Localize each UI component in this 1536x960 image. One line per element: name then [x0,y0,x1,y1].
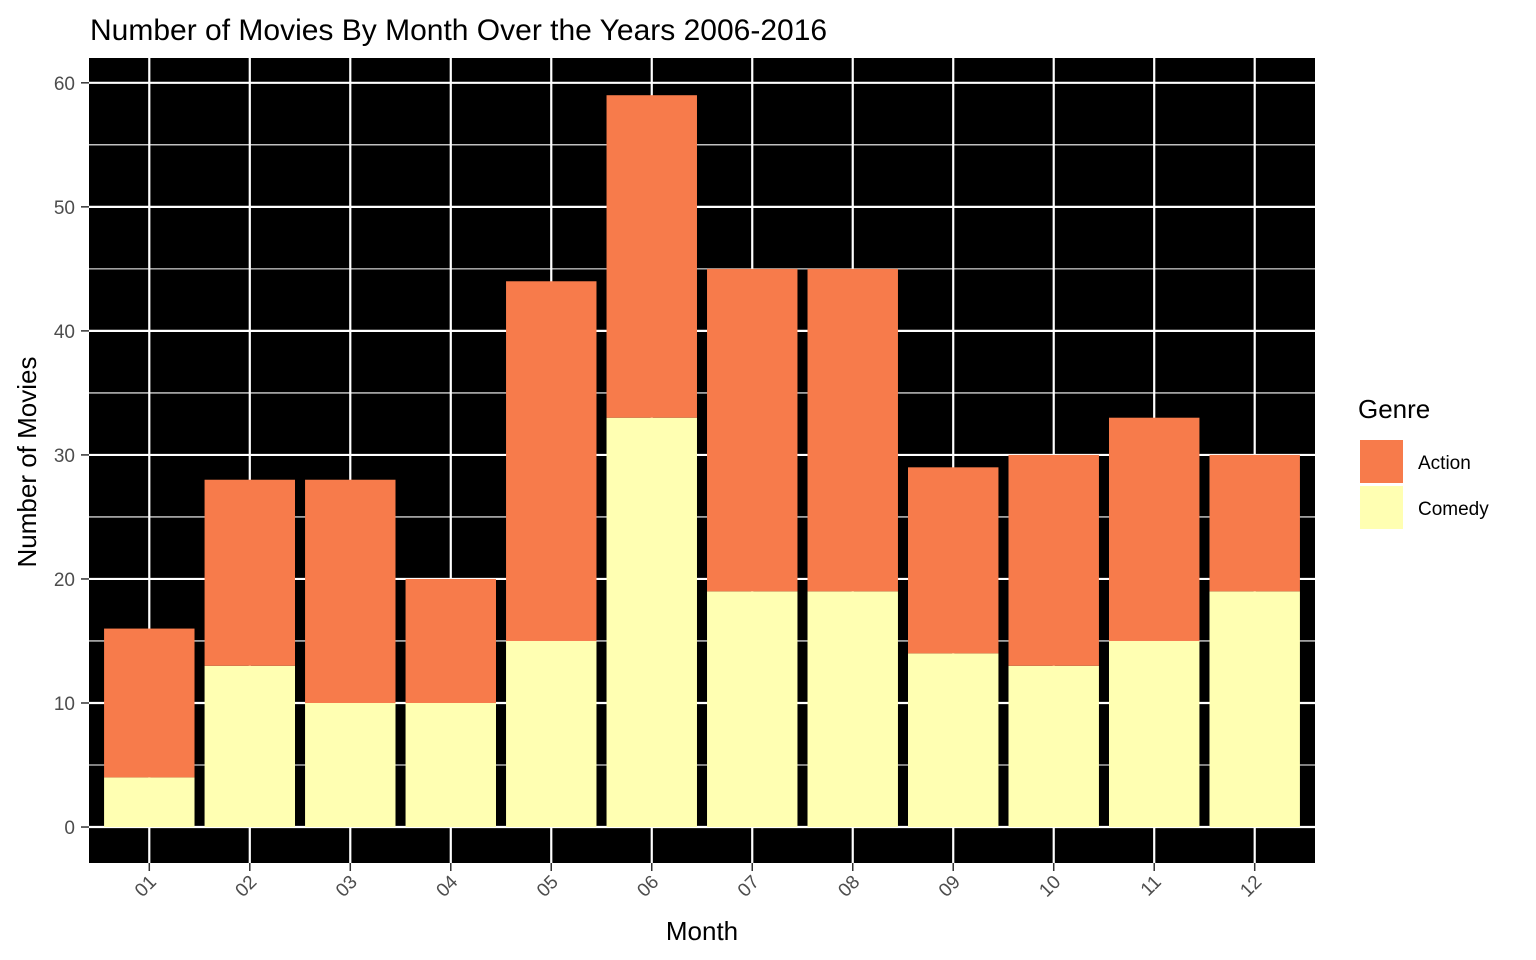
bar-action-08 [807,268,898,592]
y-tick-label: 40 [54,322,75,343]
y-tick-label: 10 [54,694,75,715]
x-tick-label: 06 [633,872,663,902]
y-tick-label: 0 [64,818,75,839]
legend-label-comedy: Comedy [1418,499,1489,520]
x-tick-label: 08 [834,872,864,902]
bar-action-02 [204,479,296,666]
bar-action-11 [1108,417,1200,641]
x-tick-label: 09 [935,872,965,902]
bar-comedy-02 [204,665,296,828]
bar-action-12 [1209,454,1300,592]
chart-title: Number of Movies By Month Over the Years… [90,14,827,47]
bar-action-01 [104,628,195,778]
bar-action-10 [1008,454,1099,666]
x-tick-label: 01 [131,872,161,902]
bar-comedy-09 [908,653,999,828]
legend: Genre Action Comedy [1358,394,1489,529]
legend-title: Genre [1358,394,1430,424]
x-tick-label: 05 [533,872,563,902]
x-axis: 01 02 03 04 05 06 07 08 09 10 11 12 [131,863,1266,901]
x-axis-title: Month [666,916,738,946]
bar-comedy-03 [305,702,396,828]
bar-comedy-11 [1108,640,1200,828]
bar-comedy-04 [405,702,496,828]
x-tick-label: 03 [332,872,362,902]
x-tick-label: 10 [1035,872,1065,902]
bars [104,95,1300,828]
bar-comedy-07 [707,591,798,828]
bar-comedy-05 [506,640,597,828]
bar-comedy-06 [606,417,697,828]
bar-action-09 [908,467,999,654]
bar-action-05 [506,281,597,641]
y-tick-label: 60 [54,74,75,95]
bar-action-04 [405,578,496,703]
y-tick-label: 30 [54,446,75,467]
y-tick-label: 20 [54,570,75,591]
y-tick-label: 50 [54,198,75,219]
bar-comedy-12 [1209,591,1300,828]
bar-action-06 [606,95,697,418]
x-tick-label: 11 [1137,872,1166,901]
legend-label-action: Action [1418,453,1471,474]
legend-key-action [1360,440,1403,483]
bar-comedy-08 [807,591,898,828]
x-tick-label: 04 [433,871,463,901]
y-axis-title: Number of Movies [12,357,42,568]
x-tick-label: 02 [232,872,262,902]
y-axis: 0 10 20 30 40 50 60 [54,74,89,839]
bar-comedy-01 [104,777,195,828]
bar-action-03 [305,479,396,703]
legend-key-comedy [1360,486,1403,529]
x-tick-label: 12 [1236,872,1266,902]
bar-action-07 [707,268,798,592]
bar-comedy-10 [1008,665,1099,828]
x-tick-label: 07 [734,872,764,902]
